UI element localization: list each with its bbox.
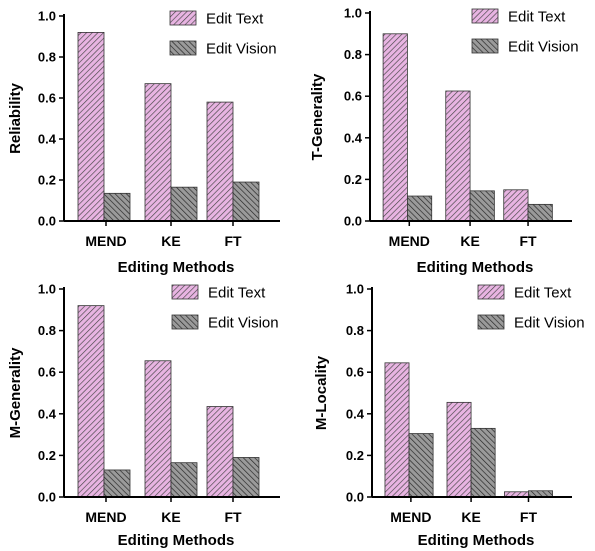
x-tick-label-ft: FT [224,233,242,249]
bar-edit-text-mend [77,305,105,498]
legend-swatch-edit-text [169,10,197,26]
y-tick-label: 0.8 [344,47,362,62]
y-tick-label: 0.8 [38,50,56,65]
legend-swatch-edit-vision [171,314,199,330]
y-axis-title: M-Generality [7,347,24,439]
chart-panel-m-locality: 0.0 0.2 0.4 0.6 0.8 1.0 MEND KE FT Editing Method… [313,282,585,550]
legend-swatch-edit-text [171,284,199,300]
y-tick-label: 0.2 [344,172,362,187]
bar-edit-text-ft [206,101,234,222]
bar-edit-vision-ke [170,462,198,498]
chart-panels: 0.0 0.2 0.4 0.6 0.8 1.0 MEND KE FT Editing Method… [7,6,585,550]
x-tick-label-ft: FT [224,509,242,525]
y-tick-label: 0.4 [344,130,363,145]
legend-label-edit-vision: Edit Vision [508,39,579,56]
x-axis-title: Editing Methods [418,532,535,549]
legend-label-edit-vision: Edit Vision [206,41,277,58]
y-tick-label: 0.4 [346,406,365,421]
legend: Edit Text Edit Vision [171,284,279,332]
legend-label-edit-vision: Edit Vision [208,315,279,332]
x-tick-label-ft: FT [519,233,537,249]
legend-label-edit-vision: Edit Vision [514,315,585,332]
x-tick-label-ke: KE [161,509,180,525]
y-tick-label: 1.0 [38,282,56,297]
bar-edit-vision-ke [170,186,198,222]
x-axis-title: Editing Methods [417,259,534,276]
y-tick-label: 0.6 [38,91,56,106]
legend-label-edit-text: Edit Text [514,285,572,302]
y-axis-title: Reliability [7,82,24,154]
chart-panel-t-generality: 0.0 0.2 0.4 0.6 0.8 1.0 MEND KE FT Editing Method… [309,6,579,277]
bar-edit-text-ke [445,90,471,222]
y-tick-label: 0.2 [38,173,56,188]
legend-swatch-edit-text [471,8,499,24]
legend-swatch-edit-vision [169,40,197,56]
x-axis-title: Editing Methods [118,532,235,549]
y-tick-label: 0.6 [38,365,56,380]
bar-edit-vision-ft [232,457,260,498]
chart-panel-m-generality: 0.0 0.2 0.4 0.6 0.8 1.0 MEND KE FT Editing Method… [7,282,280,549]
legend-swatch-edit-vision [477,314,505,330]
x-tick-label-ke: KE [460,233,479,249]
y-tick-label: 0.0 [346,490,364,505]
y-tick-label: 0.2 [38,448,56,463]
bar-edit-vision-mend [103,469,131,498]
y-axis-title: M-Locality [313,355,330,430]
legend: Edit Text Edit Vision [477,284,585,332]
x-axis-title: Editing Methods [118,259,235,276]
chart-panel-reliability: 0.0 0.2 0.4 0.6 0.8 1.0 MEND KE FT Editing Method… [7,9,280,276]
y-tick-label: 0.8 [346,323,364,338]
bar-edit-text-ft [503,189,529,222]
x-tick-label-ke: KE [161,233,180,249]
y-axis-title: T-Generality [309,73,326,160]
legend: Edit Text Edit Vision [169,10,277,58]
bar-edit-text-ke [144,83,172,222]
y-tick-label: 0.4 [38,132,57,147]
x-tick-label-ft: FT [520,509,538,525]
legend-swatch-edit-text [477,284,505,300]
bar-edit-vision-ke [470,427,496,498]
legend-label-edit-text: Edit Text [206,11,264,28]
y-tick-label: 1.0 [38,9,56,24]
bar-edit-vision-mend [407,195,433,222]
y-tick-label: 0.6 [344,89,362,104]
bar-edit-text-ke [144,360,172,498]
legend-swatch-edit-vision [471,38,499,54]
bar-edit-text-mend [77,32,105,222]
bar-edit-vision-mend [408,433,434,498]
bar-edit-text-mend [384,362,410,498]
bar-edit-vision-ft [527,203,553,222]
x-tick-label-mend: MEND [85,509,126,525]
legend-label-edit-text: Edit Text [508,9,566,26]
y-tick-label: 0.8 [38,323,56,338]
bar-edit-text-mend [382,33,408,222]
bar-edit-vision-mend [103,192,131,222]
y-tick-label: 1.0 [344,6,362,21]
bar-edit-text-ke [446,401,472,498]
y-tick-label: 0.2 [346,448,364,463]
x-tick-label-mend: MEND [390,509,431,525]
x-tick-label-mend: MEND [389,233,430,249]
x-tick-label-ke: KE [461,509,480,525]
bar-edit-vision-ke [469,190,495,222]
y-tick-label: 0.0 [344,214,362,229]
y-tick-label: 1.0 [346,282,364,297]
y-tick-label: 0.0 [38,490,56,505]
legend-label-edit-text: Edit Text [208,285,266,302]
y-tick-label: 0.0 [38,214,56,229]
bar-edit-vision-ft [232,181,260,222]
bar-edit-text-ft [206,406,234,498]
x-tick-label-mend: MEND [85,233,126,249]
y-tick-label: 0.4 [38,406,57,421]
legend: Edit Text Edit Vision [471,8,579,56]
y-tick-label: 0.6 [346,365,364,380]
